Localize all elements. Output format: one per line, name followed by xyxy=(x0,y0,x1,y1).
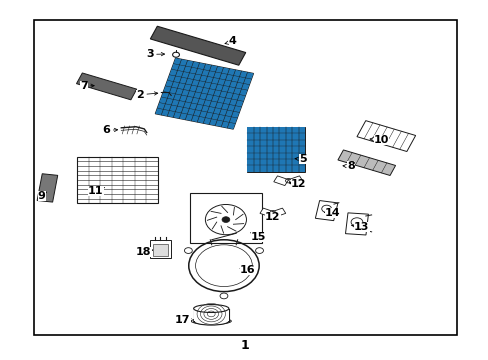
Polygon shape xyxy=(260,208,272,217)
Polygon shape xyxy=(272,208,285,217)
Text: 9: 9 xyxy=(38,191,46,201)
Circle shape xyxy=(222,217,229,222)
Text: 4: 4 xyxy=(224,36,236,46)
Ellipse shape xyxy=(193,317,228,325)
Ellipse shape xyxy=(193,305,228,312)
Text: 14: 14 xyxy=(324,208,340,219)
Text: 8: 8 xyxy=(342,161,354,171)
Bar xyxy=(149,240,171,258)
Text: 6: 6 xyxy=(102,125,118,135)
Polygon shape xyxy=(155,58,253,129)
Bar xyxy=(193,309,228,321)
Bar xyxy=(34,20,456,335)
Polygon shape xyxy=(37,174,58,202)
Polygon shape xyxy=(273,176,288,185)
Text: 12: 12 xyxy=(264,212,280,222)
Polygon shape xyxy=(315,201,337,221)
Text: 3: 3 xyxy=(146,49,164,59)
Polygon shape xyxy=(76,73,137,100)
Text: 12: 12 xyxy=(289,179,305,189)
Polygon shape xyxy=(337,150,395,175)
Polygon shape xyxy=(247,127,305,172)
Ellipse shape xyxy=(191,318,231,324)
Text: 1: 1 xyxy=(240,339,248,352)
Text: 17: 17 xyxy=(175,315,191,325)
Polygon shape xyxy=(189,193,262,243)
Polygon shape xyxy=(155,58,253,129)
Text: 15: 15 xyxy=(250,232,265,242)
Polygon shape xyxy=(345,213,367,235)
Text: 13: 13 xyxy=(351,222,369,232)
Polygon shape xyxy=(356,121,415,152)
Polygon shape xyxy=(77,157,157,203)
Text: 16: 16 xyxy=(240,265,255,275)
Text: 11: 11 xyxy=(88,186,104,196)
Polygon shape xyxy=(150,26,245,65)
Bar xyxy=(152,244,168,256)
Polygon shape xyxy=(288,176,303,185)
Text: 5: 5 xyxy=(294,154,306,164)
Polygon shape xyxy=(247,127,305,172)
Text: 10: 10 xyxy=(369,135,388,145)
Text: 7: 7 xyxy=(80,81,94,91)
Text: 18: 18 xyxy=(136,247,152,257)
Text: 2: 2 xyxy=(136,90,158,100)
